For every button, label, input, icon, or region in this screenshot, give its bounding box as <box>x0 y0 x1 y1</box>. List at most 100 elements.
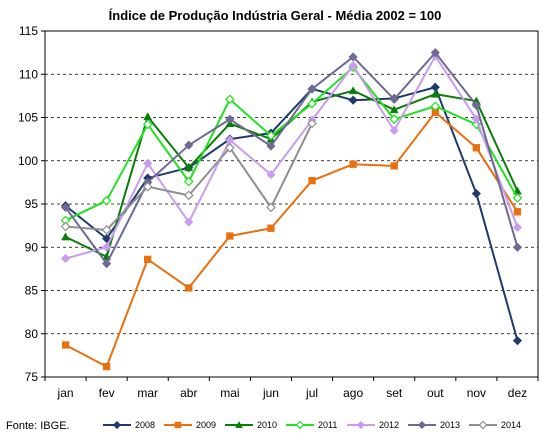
y-tick-label: 110 <box>19 67 38 81</box>
data-point-2013 <box>389 94 399 104</box>
legend-marker <box>295 420 305 430</box>
data-point-2010 <box>184 163 194 172</box>
x-tick-label: set <box>386 386 403 400</box>
x-tick-label: out <box>427 386 444 400</box>
series-2010 <box>61 86 522 261</box>
data-point-2014 <box>266 202 276 213</box>
data-point-2009 <box>513 208 522 216</box>
series-2014 <box>60 118 317 235</box>
data-point-2013 <box>348 52 358 62</box>
x-tick-label: mai <box>220 386 239 400</box>
y-tick-label: 80 <box>25 327 39 341</box>
data-point-2013 <box>60 202 71 213</box>
x-tick-label: jun <box>262 386 279 400</box>
data-point-2009 <box>61 341 70 349</box>
y-tick-label: 105 <box>18 111 38 125</box>
data-point-2008 <box>512 336 523 346</box>
data-point-2009 <box>267 224 275 232</box>
data-point-2014 <box>225 142 235 153</box>
y-tick-label: 95 <box>25 197 39 211</box>
data-point-2011 <box>512 193 523 203</box>
legend-marker <box>478 420 488 430</box>
data-point-2014 <box>142 181 153 192</box>
data-point-2014 <box>307 118 317 129</box>
legend-label: 2013 <box>440 420 460 430</box>
y-tick-label: 75 <box>25 370 39 384</box>
data-point-2008 <box>102 234 112 244</box>
data-point-2012 <box>389 125 399 136</box>
data-point-2009 <box>472 144 481 152</box>
data-point-2011 <box>430 101 441 112</box>
series-line-2013 <box>64 51 519 265</box>
data-point-2010 <box>389 105 399 114</box>
x-tick-label: nov <box>467 386 486 400</box>
data-point-2009 <box>226 232 234 240</box>
source-note: Fonte: IBGE. <box>6 420 70 432</box>
legend-marker <box>112 420 122 430</box>
data-point-2012 <box>348 61 358 71</box>
series-2013 <box>60 48 523 269</box>
series-2009 <box>61 108 522 371</box>
data-point-2010 <box>430 89 440 98</box>
y-tick-label: 85 <box>25 284 39 298</box>
data-point-2012 <box>512 222 523 232</box>
data-point-2014 <box>60 221 71 232</box>
x-tick-label: jul <box>305 386 318 400</box>
series-line-2010 <box>65 89 519 258</box>
legend-label: 2012 <box>379 420 399 430</box>
legend: 2008 2009 2010 2011 2012 2013 2014 <box>103 420 521 430</box>
x-tick-label: ago <box>343 386 363 400</box>
data-point-2013 <box>102 259 112 269</box>
data-point-2012 <box>266 170 276 180</box>
data-point-2012 <box>143 158 153 168</box>
series-2012 <box>60 51 523 264</box>
x-tick-label: abr <box>180 386 197 400</box>
chart-title: Índice de Produção Indústria Geral - Méd… <box>109 8 442 23</box>
x-tick-label: fev <box>99 386 115 400</box>
series-lines <box>60 48 523 371</box>
data-point-2013 <box>471 100 481 110</box>
x-tick-label: jan <box>57 386 74 400</box>
data-point-2009 <box>390 162 398 170</box>
data-point-2011 <box>142 119 153 130</box>
y-tick-label: 90 <box>25 240 39 254</box>
legend-marker <box>356 420 366 430</box>
series-line-2012 <box>65 55 519 260</box>
data-point-2012 <box>60 253 71 264</box>
x-axis: jan fev mar abr mai jun jul ago set out nov dez <box>44 377 539 400</box>
legend-marker <box>417 420 427 430</box>
data-point-2010 <box>61 232 70 241</box>
legend-item-2013: 2013 <box>408 420 460 430</box>
legend-label: 2008 <box>135 420 155 430</box>
legend-item-2010: 2010 <box>225 420 277 430</box>
legend-item-2012: 2012 <box>347 420 399 430</box>
series-line-2008 <box>64 86 519 341</box>
y-tick-label: 115 <box>19 24 38 38</box>
data-point-2008 <box>471 189 481 199</box>
data-point-2011 <box>183 176 194 187</box>
y-axis: 75 80 85 90 95 100 105 110 115 <box>18 24 45 384</box>
data-point-2013 <box>266 141 276 151</box>
legend-item-2008: 2008 <box>103 420 155 430</box>
data-point-2011 <box>225 94 235 105</box>
data-point-2013 <box>512 242 523 252</box>
legend-item-2009: 2009 <box>164 420 216 430</box>
x-tick-label: mar <box>137 386 158 400</box>
data-point-2011 <box>101 195 112 206</box>
series-line-2011 <box>65 66 519 222</box>
legend-marker <box>235 420 243 429</box>
legend-label: 2011 <box>318 420 337 430</box>
data-point-2011 <box>307 98 317 109</box>
data-point-2013 <box>430 48 440 58</box>
legend-label: 2009 <box>196 420 216 430</box>
data-point-2008 <box>348 95 358 105</box>
legend-marker <box>174 421 182 429</box>
data-point-2014 <box>183 190 194 201</box>
data-point-2010 <box>143 112 153 121</box>
data-point-2009 <box>185 284 193 292</box>
data-point-2013 <box>307 84 317 94</box>
y-tick-label: 100 <box>18 154 38 168</box>
data-point-2012 <box>184 217 194 227</box>
